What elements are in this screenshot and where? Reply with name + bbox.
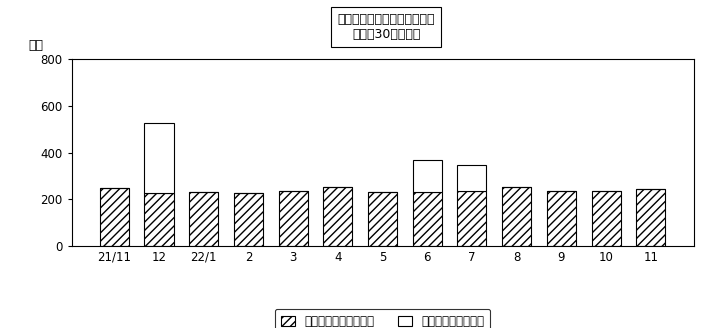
Bar	[279, 191, 307, 246]
Bar	[323, 187, 352, 246]
Bar	[591, 191, 621, 246]
Bar	[234, 193, 263, 246]
Bar	[368, 192, 397, 246]
Bar	[502, 187, 531, 246]
Bar	[636, 189, 665, 246]
Bar	[458, 191, 486, 246]
Text: 現金給与総額－調査産業計－
「規模30人以上」: 現金給与総額－調査産業計－ 「規模30人以上」	[337, 13, 435, 41]
Bar	[413, 159, 442, 192]
Bar	[458, 165, 486, 191]
Bar	[144, 123, 174, 193]
Bar	[100, 188, 129, 246]
Bar	[547, 191, 576, 246]
Bar	[189, 192, 218, 246]
Bar	[413, 192, 442, 246]
Bar	[144, 193, 174, 246]
Legend: きまって支給する給与, 特別に支給する給与: きまって支給する給与, 特別に支給する給与	[275, 309, 490, 328]
Text: 千円: 千円	[28, 39, 43, 51]
